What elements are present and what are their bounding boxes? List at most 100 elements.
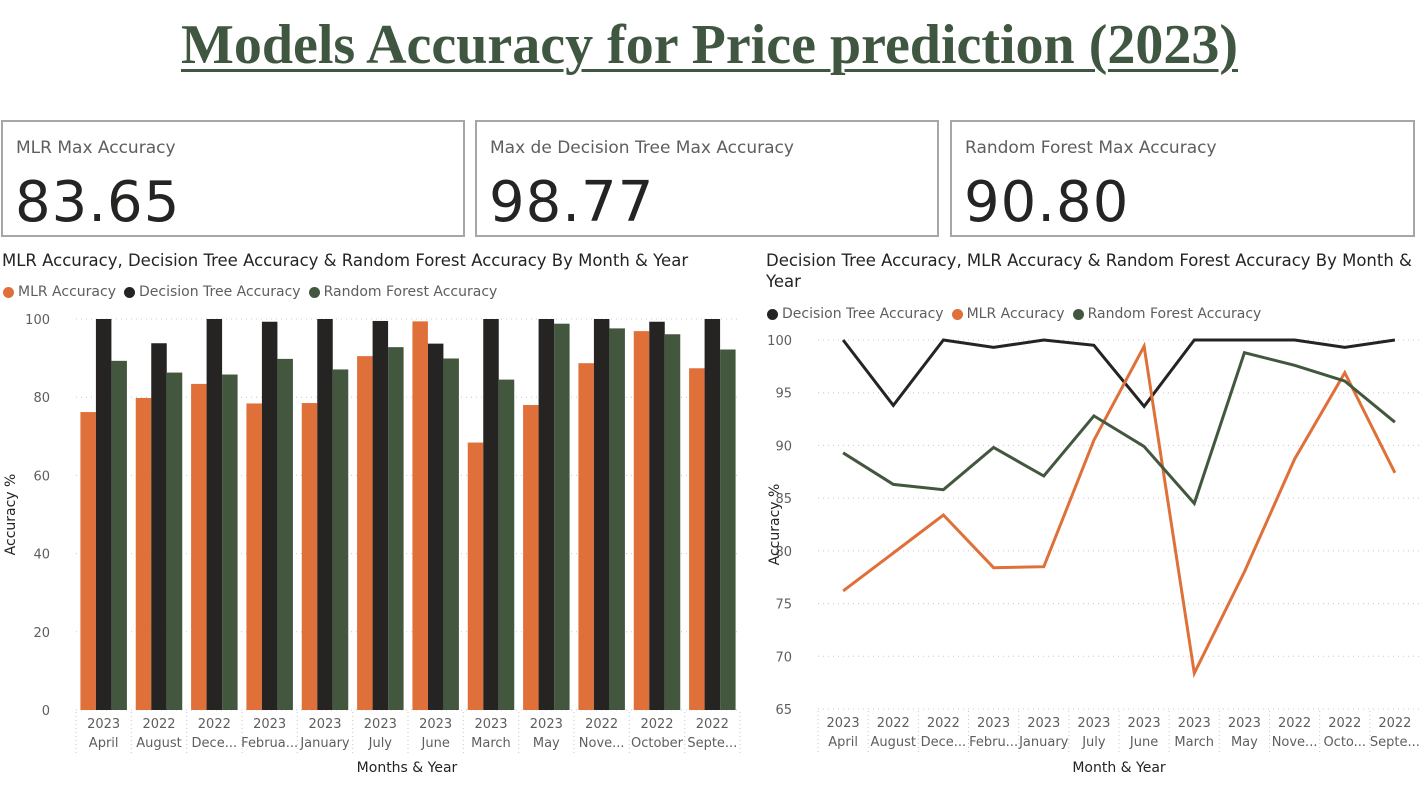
bar-mlr-accuracy xyxy=(633,331,650,710)
x-tick-year: 2022 xyxy=(142,717,175,732)
x-tick-month: May xyxy=(533,736,560,751)
line-random-forest-accuracy xyxy=(842,350,1396,507)
line-chart-legend: Decision Tree Accuracy MLR Accuracy Rand… xyxy=(767,306,1269,322)
x-tick-month: January xyxy=(299,736,350,751)
x-tick-month: August xyxy=(136,736,182,751)
y-tick-label: 40 xyxy=(33,548,50,563)
bar-decision-tree-accuracy xyxy=(206,319,223,710)
bar-decision-tree-accuracy xyxy=(704,319,721,710)
random-forest-max-accuracy-card[interactable]: Random Forest Max Accuracy 90.80 xyxy=(950,120,1415,237)
decision-tree-max-accuracy-card[interactable]: Max de Decision Tree Max Accuracy 98.77 xyxy=(475,120,939,237)
x-tick-year: 2023 xyxy=(977,716,1010,731)
x-tick-year: 2023 xyxy=(87,717,120,732)
bar-decision-tree-accuracy xyxy=(538,319,555,710)
bar-decision-tree-accuracy xyxy=(151,343,167,710)
legend-dot-random-forest xyxy=(308,286,320,298)
legend-dot-decision-tree xyxy=(767,308,778,320)
x-tick-month: July xyxy=(1081,735,1106,750)
y-tick-label: 0 xyxy=(42,704,50,719)
bar-random-forest-accuracy xyxy=(443,358,459,710)
x-tick-year: 2023 xyxy=(1027,716,1060,731)
x-tick-year: 2023 xyxy=(827,716,860,731)
legend-item-random-forest[interactable]: Random Forest Accuracy xyxy=(308,284,498,300)
x-tick-year: 2023 xyxy=(1178,716,1211,731)
bar-chart-legend: MLR Accuracy Decision Tree Accuracy Rand… xyxy=(3,284,505,300)
line-chart-title-line2: Year xyxy=(766,272,801,291)
x-tick-month: May xyxy=(1231,735,1258,750)
x-axis-label: Month & Year xyxy=(1072,760,1166,776)
bar-mlr-accuracy xyxy=(467,442,484,710)
bar-mlr-accuracy xyxy=(246,403,262,710)
bar-random-forest-accuracy xyxy=(554,323,570,710)
bar-random-forest-accuracy xyxy=(111,360,127,710)
bar-random-forest-accuracy xyxy=(388,347,404,710)
bar-mlr-accuracy xyxy=(578,363,594,710)
bar-random-forest-accuracy xyxy=(498,379,515,710)
x-tick-month: March xyxy=(471,736,511,751)
legend-dot-random-forest xyxy=(1072,308,1084,320)
y-tick-label: 90 xyxy=(775,439,792,454)
x-tick-year: 2022 xyxy=(1278,716,1311,731)
x-tick-month: April xyxy=(828,735,858,750)
x-tick-year: 2023 xyxy=(419,717,452,732)
y-tick-label: 20 xyxy=(33,626,50,641)
x-tick-year: 2023 xyxy=(1228,716,1261,731)
legend-label: MLR Accuracy xyxy=(18,284,116,300)
card-value: 98.77 xyxy=(489,170,655,235)
legend-item-random-forest[interactable]: Random Forest Accuracy xyxy=(1072,306,1262,322)
card-label: MLR Max Accuracy xyxy=(16,138,176,158)
x-tick-year: 2023 xyxy=(474,717,507,732)
y-tick-label: 85 xyxy=(775,492,792,507)
x-tick-year: 2023 xyxy=(530,717,563,732)
x-tick-year: 2022 xyxy=(640,717,673,732)
line-chart-title: Decision Tree Accuracy, MLR Accuracy & R… xyxy=(766,251,1412,270)
x-tick-month: October xyxy=(631,736,684,751)
legend-item-mlr[interactable]: MLR Accuracy xyxy=(3,284,116,300)
y-axis-label: Accuracy % xyxy=(3,474,19,556)
legend-label: Random Forest Accuracy xyxy=(323,284,498,300)
bar-decision-tree-accuracy xyxy=(372,320,389,710)
y-tick-label: 80 xyxy=(33,391,50,406)
x-tick-month: Septe... xyxy=(1370,735,1419,750)
x-tick-month: April xyxy=(89,736,119,751)
bar-decision-tree-accuracy xyxy=(95,319,112,710)
y-tick-label: 100 xyxy=(767,334,792,349)
mlr-max-accuracy-card[interactable]: MLR Max Accuracy 83.65 xyxy=(1,120,465,237)
y-tick-label: 75 xyxy=(775,598,792,613)
card-label: Random Forest Max Accuracy xyxy=(965,138,1217,158)
bar-random-forest-accuracy xyxy=(222,374,238,710)
x-axis-label: Months & Year xyxy=(357,760,458,776)
legend-item-mlr[interactable]: MLR Accuracy xyxy=(951,306,1065,322)
x-tick-year: 2023 xyxy=(364,717,397,732)
bar-decision-tree-accuracy xyxy=(317,319,333,710)
bar-decision-tree-accuracy xyxy=(649,321,665,710)
card-value: 90.80 xyxy=(964,170,1130,235)
x-tick-year: 2023 xyxy=(1077,716,1110,731)
y-tick-label: 100 xyxy=(25,313,50,328)
bar-mlr-accuracy xyxy=(80,412,96,710)
x-tick-month: June xyxy=(1129,735,1158,750)
y-tick-label: 60 xyxy=(33,469,50,484)
bar-mlr-accuracy xyxy=(523,405,539,710)
x-tick-year: 2022 xyxy=(1328,716,1361,731)
legend-label: Random Forest Accuracy xyxy=(1087,306,1262,322)
legend-item-decision-tree[interactable]: Decision Tree Accuracy xyxy=(123,284,301,300)
legend-label: Decision Tree Accuracy xyxy=(782,306,944,322)
bar-mlr-accuracy xyxy=(357,356,373,710)
y-axis-label: Accuracy % xyxy=(767,484,783,566)
legend-item-decision-tree[interactable]: Decision Tree Accuracy xyxy=(767,306,944,322)
bar-random-forest-accuracy xyxy=(720,349,736,710)
x-tick-year: 2022 xyxy=(585,717,618,732)
x-tick-month: Septe... xyxy=(687,736,737,751)
y-tick-label: 95 xyxy=(775,387,792,402)
line-mlr-accuracy xyxy=(842,341,1397,679)
y-tick-label: 80 xyxy=(775,545,792,560)
bar-mlr-accuracy xyxy=(135,397,152,710)
x-tick-month: Octo... xyxy=(1323,735,1366,750)
legend-label: MLR Accuracy xyxy=(966,306,1065,322)
legend-dot-decision-tree xyxy=(123,286,135,298)
x-tick-year: 2023 xyxy=(1128,716,1161,731)
bar-random-forest-accuracy xyxy=(166,372,183,710)
x-tick-year: 2023 xyxy=(308,717,341,732)
